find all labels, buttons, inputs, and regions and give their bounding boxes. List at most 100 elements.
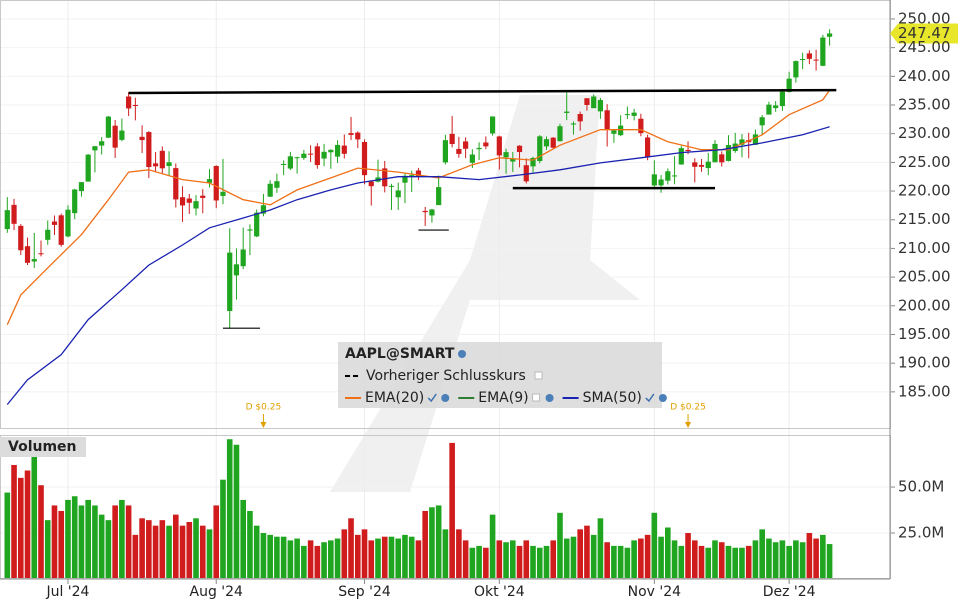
checkbox[interactable] [532,393,541,402]
indicator-line [6,126,830,405]
checkmark[interactable] [427,393,437,403]
candle-body [152,163,159,167]
candle-body [658,179,664,186]
candle-body [665,171,671,181]
candle-body [442,140,448,163]
candle-body [31,259,37,262]
volume-bar [435,505,442,579]
candle-body [334,144,341,157]
candle-body [321,151,327,159]
volume-bar [307,540,314,579]
candle-body [328,149,334,153]
volume-bar [651,512,658,579]
volume-bar [759,529,765,579]
candle-body [368,181,374,187]
candle-body [213,165,219,201]
volume-bar [449,442,455,579]
volume-bar [213,505,220,579]
volume-bar [38,485,44,579]
volume-bar [179,525,186,579]
candle-body [510,158,516,162]
legend-box [338,342,662,408]
candle-body [557,126,563,142]
volume-bar [725,545,732,579]
volume-bar [422,510,428,579]
candle-body [739,139,745,145]
candle-body [260,205,267,214]
candle-body [281,163,287,165]
volume-bar [173,514,179,579]
candle-body [112,125,118,148]
checkbox[interactable] [534,371,543,380]
volume-bar [806,533,813,579]
candle-body [395,190,401,198]
dividend-arrowhead [260,422,267,428]
volume-bar [17,477,24,579]
info-icon[interactable] [441,394,450,402]
candle-body [705,161,711,169]
info-icon[interactable] [545,394,554,402]
volume-bar [604,542,610,579]
volume-bar [456,529,462,579]
candle-body [564,111,570,113]
info-icon[interactable] [658,394,667,402]
volume-bar [314,545,321,579]
candle-body [415,170,422,177]
y-tick-label: 225.00 [898,153,951,171]
candle-body [671,175,678,177]
volume-bar [799,542,806,579]
volume-bar [375,538,381,579]
last-price-tag [890,23,958,44]
volume-bar [543,545,550,579]
candle-body [105,116,111,138]
checkmark[interactable] [645,393,655,403]
volume-bar [597,518,604,579]
candle-body [604,110,610,130]
candle-body [186,198,192,203]
volume-bar [395,538,402,579]
volume-bar [563,538,570,579]
candle-body [645,137,651,158]
candle-body [227,252,233,312]
volume-bar [98,514,105,579]
volume-bar [658,536,664,579]
y-tick-label: 210.00 [898,239,951,257]
candle-body [651,174,657,186]
volume-bar [11,464,17,579]
candle-body [193,201,199,209]
candle-body [624,114,630,116]
candle-body [692,162,698,167]
volume-bar [193,518,199,579]
indicator-line [6,89,831,325]
candle-body [58,215,64,245]
candle-body [786,78,792,92]
candle-body [463,141,469,149]
candle-body [18,225,24,251]
volume-bar [125,505,132,579]
volume-bar [793,540,799,579]
candle-body [220,191,226,196]
candle-body [274,181,280,188]
candle-body [456,148,462,154]
volume-bar [644,534,651,579]
candle-body [99,141,105,146]
candle-body [483,142,489,147]
volume-bar [287,540,294,579]
volume-bar [361,529,368,579]
candle-body [611,130,617,134]
dividend-label: D $0.25 [670,403,706,413]
candle-body [436,187,442,206]
candle-body [719,154,725,163]
volume-bar [388,536,395,579]
candle-body [449,133,455,145]
candle-body [752,134,759,145]
candle-body [24,246,31,263]
info-icon[interactable] [458,350,466,358]
candle-body [685,149,691,152]
volume-bar [146,520,152,579]
candle-body [355,132,361,140]
volume-bar [280,536,287,579]
volume-bar [820,534,826,579]
volume-bar [516,545,523,579]
